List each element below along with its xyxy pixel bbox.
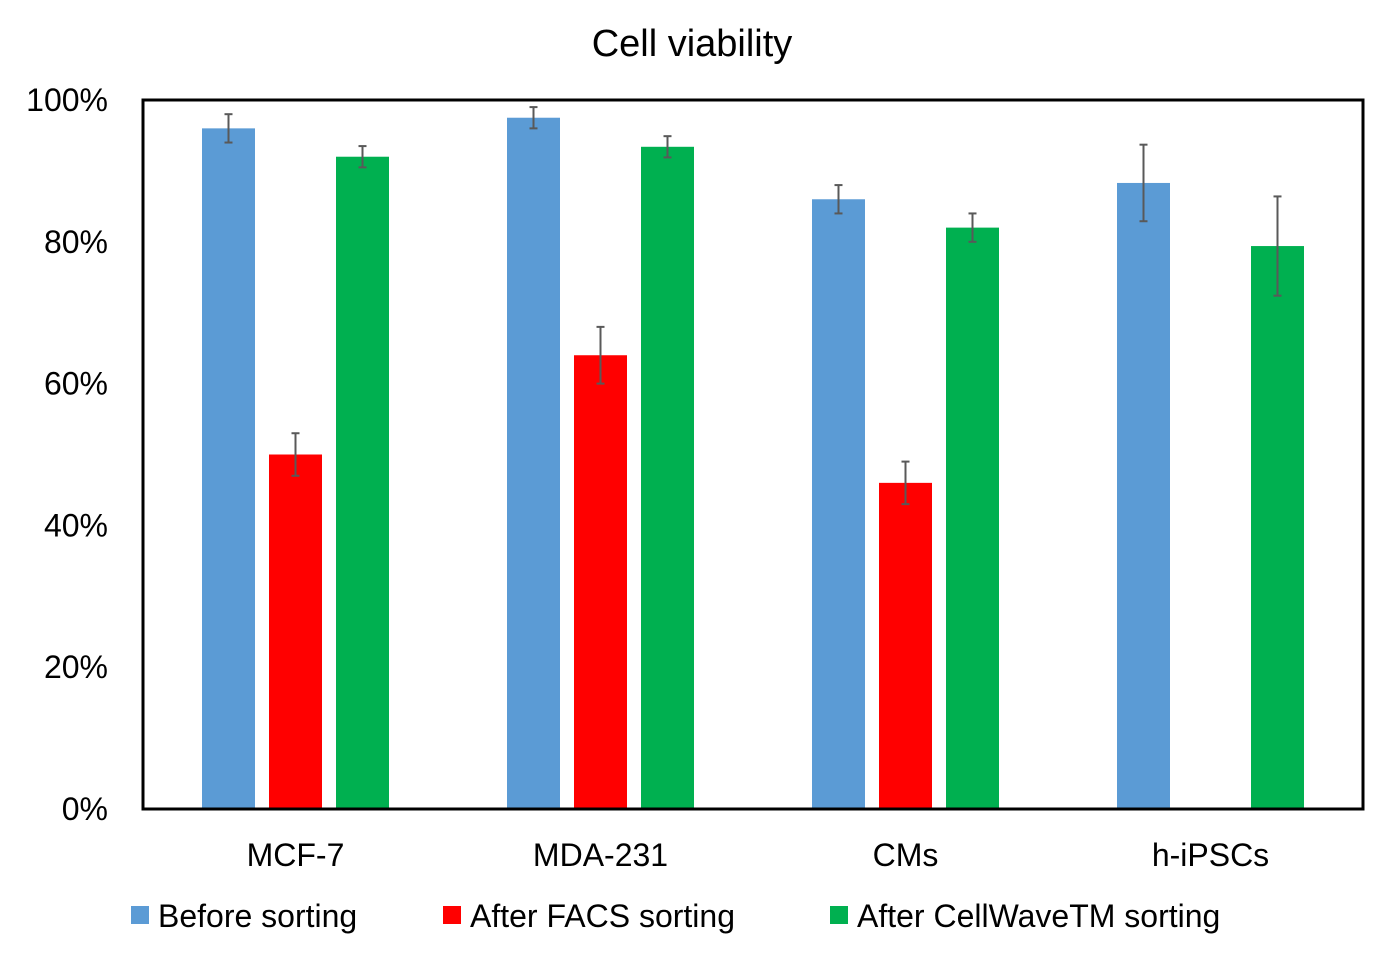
x-tick-label: MCF-7 — [247, 837, 345, 873]
error-bar — [358, 145, 367, 169]
y-tick-label: 0% — [62, 791, 108, 827]
legend-item: After FACS sorting — [443, 898, 735, 934]
error-bar — [968, 212, 977, 243]
legend-label: After CellWaveTM sorting — [857, 898, 1220, 934]
error-bar — [901, 460, 910, 506]
y-tick-label: 100% — [26, 82, 108, 118]
x-tick-label: MDA-231 — [533, 837, 668, 873]
error-bar — [663, 135, 672, 159]
error-bar — [291, 432, 300, 477]
bar — [574, 355, 627, 809]
x-tick-label: CMs — [873, 837, 939, 873]
chart-title: Cell viability — [592, 23, 793, 65]
legend-item: After CellWaveTM sorting — [830, 898, 1220, 934]
y-tick-label: 80% — [44, 224, 108, 260]
legend-label: After FACS sorting — [470, 898, 735, 934]
bar — [269, 454, 322, 809]
legend-item: Before sorting — [131, 898, 357, 934]
legend-swatch — [131, 906, 149, 924]
bar — [202, 128, 255, 810]
y-tick-label: 60% — [44, 366, 108, 402]
legend-swatch — [443, 906, 461, 924]
legend-label: Before sorting — [158, 898, 357, 934]
bar — [946, 227, 999, 809]
legend-swatch — [830, 906, 848, 924]
bar — [1117, 182, 1170, 809]
bar — [641, 146, 694, 809]
y-tick-label: 40% — [44, 507, 108, 543]
bar — [336, 156, 389, 810]
bar — [1251, 246, 1304, 809]
bar — [812, 199, 865, 809]
plot-area-border — [141, 98, 1365, 811]
bar — [507, 117, 560, 810]
error-bar — [1139, 143, 1148, 223]
x-tick-label: h-iPSCs — [1152, 837, 1269, 873]
bar — [879, 482, 932, 809]
error-bar — [596, 325, 605, 385]
error-bar — [529, 106, 538, 130]
error-bar — [1273, 195, 1282, 297]
error-bar — [224, 113, 233, 144]
y-tick-label: 20% — [44, 649, 108, 685]
error-bar — [834, 184, 843, 215]
